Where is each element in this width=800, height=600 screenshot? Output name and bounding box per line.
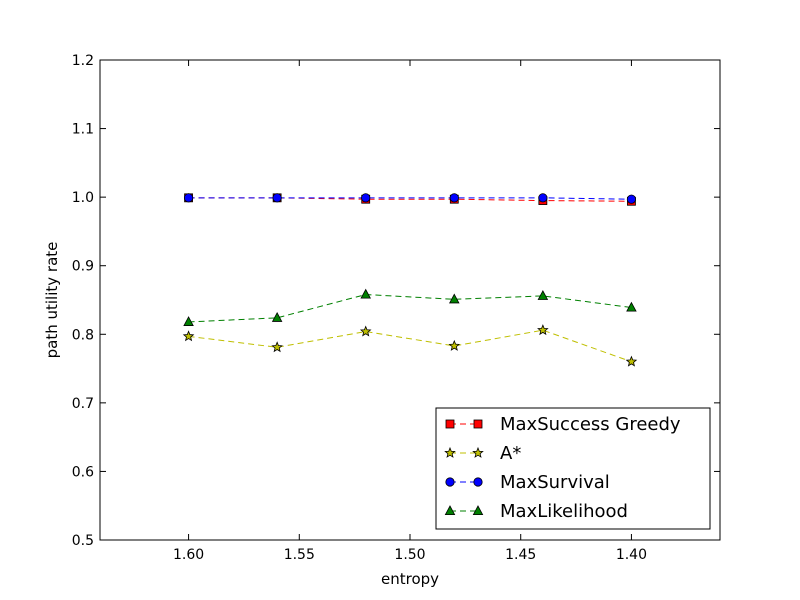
data-point-a [537,324,549,336]
data-point-a [359,325,372,337]
data-point-maxsurvival [361,193,371,203]
y-tick-label: 0.8 [72,327,94,343]
legend-marker-maxsurvival [445,477,455,487]
data-point-a [448,339,461,351]
legend-label-maxlikelihood: MaxLikelihood [500,501,628,522]
y-axis-label: path utility rate [43,242,61,359]
x-tick-label: 1.50 [394,547,425,563]
y-tick-label: 1.1 [72,122,94,138]
y-tick-label: 0.9 [72,259,94,275]
data-point-maxsurvival [449,193,459,203]
data-point-maxlikelihood [626,301,637,312]
data-point-maxlikelihood [537,290,549,300]
legend-marker-maxlikelihood [472,505,484,515]
data-point-maxlikelihood [360,288,371,299]
legend-marker-maxsurvival [473,477,483,487]
y-tick-label: 0.7 [72,396,94,412]
x-axis-label: entropy [381,570,439,588]
legend-marker-maxsuccess-greedy [473,419,483,429]
data-point-maxsurvival [538,193,548,203]
legend-label-maxsurvival: MaxSurvival [500,472,610,493]
data-point-a [182,330,195,342]
y-tick-label: 0.5 [72,533,94,549]
legend-label-a: A* [500,443,521,464]
legend-label-maxsuccess-greedy: MaxSuccess Greedy [500,414,681,435]
x-tick-label: 1.40 [616,547,647,563]
legend-entry-maxsurvival: MaxSurvival [445,472,610,493]
legend-entry-maxsuccess-greedy: MaxSuccess Greedy [445,414,681,435]
data-point-a [625,355,638,367]
series-line-maxlikelihood [188,294,632,323]
series-layer [182,193,638,367]
data-point-maxsurvival [626,194,637,204]
legend: MaxSuccess Greedy A* MaxSurvival MaxLikelih… [435,407,711,530]
data-point-maxlikelihood [271,311,283,322]
legend-marker-maxlikelihood [444,505,456,515]
y-tick-label: 1.2 [72,53,94,69]
series-line-a [188,329,632,363]
data-point-maxsurvival [183,193,194,203]
series-maxlikelihood [183,288,637,326]
x-tick-label: 1.45 [505,547,536,563]
series-line-maxsurvival [188,197,632,200]
y-tick-label: 0.6 [72,464,94,480]
legend-marker-maxsuccess-greedy [445,419,455,429]
legend-marker-a [444,446,456,458]
legend-marker-a [472,446,484,458]
x-tick-label: 1.60 [173,547,204,563]
data-point-maxsurvival [272,193,282,203]
x-tick-label: 1.55 [284,547,315,563]
legend-entry-a: A* [444,443,521,464]
data-point-maxlikelihood [183,316,194,326]
series-a [182,324,638,367]
data-point-a [271,341,283,353]
series-maxsurvival [183,193,637,204]
legend-entry-maxlikelihood: MaxLikelihood [444,501,628,522]
data-point-maxlikelihood [449,293,460,304]
axis-ticks: 1.60 1.55 1.50 1.45 1.40 0.5 0.6 0.7 0.8 0.9 1.0 1.… [72,53,720,563]
y-tick-label: 1.0 [72,190,94,206]
